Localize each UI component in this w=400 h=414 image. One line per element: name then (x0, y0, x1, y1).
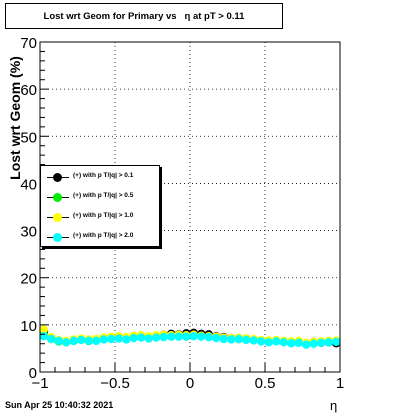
data-point (264, 338, 273, 347)
data-point (152, 333, 161, 342)
data-point (159, 332, 168, 342)
legend-label: (+) with p T/|q| > 2.0 (73, 232, 134, 239)
data-point (47, 334, 56, 344)
legend-marker (53, 213, 62, 222)
x-tick-label: −0.5 (100, 375, 130, 392)
data-point (99, 335, 108, 344)
legend-marker (53, 233, 62, 242)
x-axis-label: η (330, 398, 338, 413)
data-point (227, 335, 236, 344)
y-tick-label: 40 (20, 176, 37, 193)
data-point (54, 336, 63, 346)
x-tick-label: 1 (336, 375, 344, 392)
legend-label: (+) with p T/|q| > 1.0 (73, 212, 134, 219)
data-point (77, 335, 86, 345)
y-tick-label: 20 (20, 271, 37, 288)
data-point (189, 331, 198, 341)
data-point (114, 334, 123, 343)
data-point (204, 332, 213, 342)
data-point (144, 334, 153, 343)
data-point (287, 339, 296, 348)
data-point (129, 333, 138, 343)
legend: (+) with p T/|q| > 0.1 (+) with p T/|q| … (40, 165, 160, 247)
legend-item: (+) with p T/|q| > 0.1 (41, 167, 159, 187)
legend-marker (53, 173, 62, 182)
legend-item: (+) with p T/|q| > 1.0 (41, 207, 159, 227)
data-point (272, 337, 281, 346)
data-point (212, 333, 221, 343)
data-point (69, 336, 78, 346)
y-tick-label: 70 (20, 35, 37, 52)
data-point (107, 334, 116, 344)
data-point (174, 332, 183, 341)
series-00ffff (39, 331, 341, 349)
data-point (122, 335, 131, 344)
data-point (309, 339, 318, 348)
data-point (332, 337, 341, 347)
data-point (294, 338, 303, 347)
y-axis-label: Lost wrt Geom (%) (7, 56, 23, 180)
data-point (167, 332, 176, 341)
x-tick-label: 0 (186, 375, 194, 392)
data-point (257, 337, 266, 346)
y-tick-label: 0 (29, 365, 37, 382)
chart-title: Lost wrt Geom for Primary vs η at pT > 0… (5, 3, 283, 29)
x-tick-label: 0.5 (255, 375, 276, 392)
legend-item: (+) with p T/|q| > 2.0 (41, 227, 159, 247)
data-series (39, 325, 341, 349)
y-tick-label: 10 (20, 318, 37, 335)
legend-marker (53, 193, 62, 202)
x-tick-label: −1 (31, 375, 48, 392)
y-tick-label: 50 (20, 129, 37, 146)
data-point (324, 338, 333, 347)
data-point (242, 335, 251, 345)
axis-ticks: 0 10 20 30 40 50 60 70 −1 −0.5 0 0.5 1 (20, 35, 344, 392)
data-point (219, 334, 228, 344)
timestamp: Sun Apr 25 10:40:32 2021 (5, 400, 114, 410)
y-tick-label: 60 (20, 82, 37, 99)
data-point (197, 332, 206, 341)
y-tick-label: 30 (20, 224, 37, 241)
data-point (302, 340, 311, 349)
data-point (249, 336, 258, 345)
data-point (317, 338, 326, 347)
data-point (39, 331, 48, 341)
data-point (279, 338, 288, 347)
legend-item: (+) with p T/|q| > 0.5 (41, 187, 159, 207)
data-point (39, 325, 48, 334)
data-point (234, 334, 243, 344)
data-point (84, 336, 93, 346)
data-point (62, 338, 71, 347)
legend-label: (+) with p T/|q| > 0.1 (73, 172, 134, 179)
legend-label: (+) with p T/|q| > 0.5 (73, 192, 134, 199)
data-point (137, 333, 146, 342)
data-point (182, 332, 191, 341)
data-point (92, 336, 101, 346)
